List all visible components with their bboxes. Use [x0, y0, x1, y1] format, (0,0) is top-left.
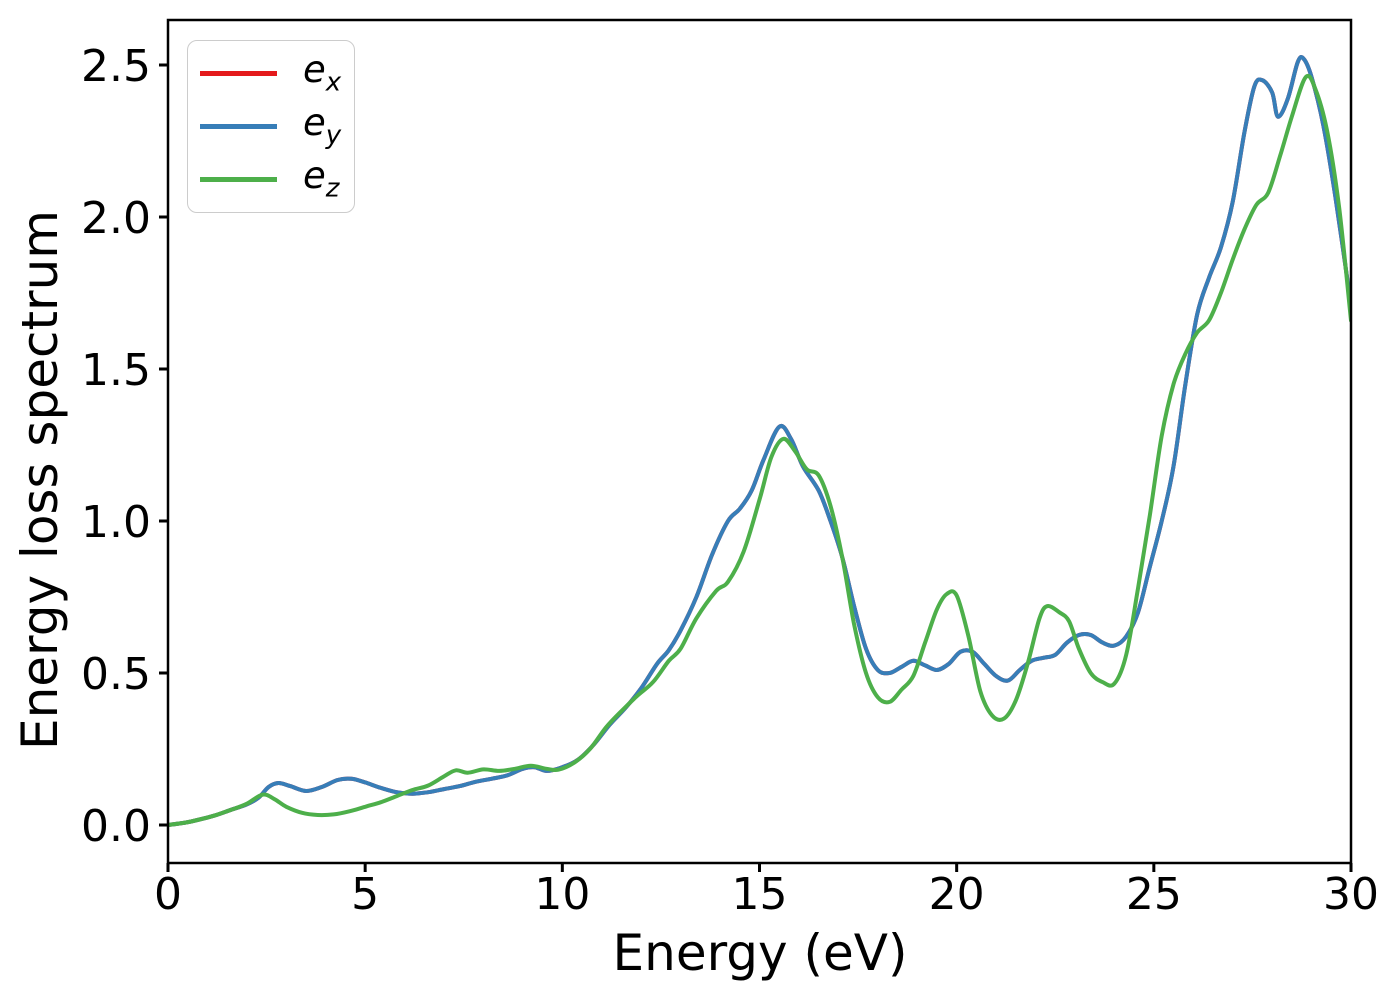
legend-entry-ez: ez	[188, 155, 354, 205]
y-tick-label: 0.0	[81, 801, 151, 852]
y-tick-label: 0.5	[81, 649, 151, 700]
legend-label-ez: ez	[303, 157, 339, 201]
legend-label-ex-main: e	[303, 48, 326, 92]
legend-entry-ex: ex	[188, 49, 354, 99]
legend-line-sample-ey	[200, 124, 277, 129]
x-tick-label: 20	[929, 869, 985, 920]
y-tick-label: 1.0	[81, 497, 151, 548]
legend-label-ex-sub: x	[325, 67, 342, 98]
legend-label-ey: ey	[303, 104, 341, 148]
x-tick-label: 0	[154, 869, 182, 920]
legend-entry-ey: ey	[188, 102, 354, 152]
series-line-e_z	[168, 73, 1351, 827]
series-line-e_y	[168, 55, 1351, 827]
x-tick-label: 15	[732, 869, 788, 920]
legend: ex ey ez	[187, 40, 355, 213]
legend-label-ez-main: e	[303, 154, 326, 198]
legend-label-ey-main: e	[303, 101, 326, 145]
legend-label-ey-sub: y	[325, 120, 342, 151]
x-tick-label: 25	[1126, 869, 1182, 920]
y-axis-label: Energy loss spectrum	[11, 209, 69, 751]
y-tick-label: 2.0	[81, 193, 151, 244]
legend-label-ex: ex	[303, 51, 341, 95]
legend-label-ez-sub: z	[325, 173, 340, 204]
axes-spines	[166, 18, 1353, 865]
x-tick-label: 30	[1323, 869, 1379, 920]
y-tick-label: 2.5	[81, 41, 151, 92]
x-tick-label: 10	[534, 869, 590, 920]
x-tick-label: 5	[351, 869, 379, 920]
x-axis-label: Energy (eV)	[612, 924, 908, 982]
y-tick-label: 1.5	[81, 345, 151, 396]
legend-line-sample-ez	[200, 177, 277, 182]
legend-line-sample-ex	[200, 71, 277, 76]
